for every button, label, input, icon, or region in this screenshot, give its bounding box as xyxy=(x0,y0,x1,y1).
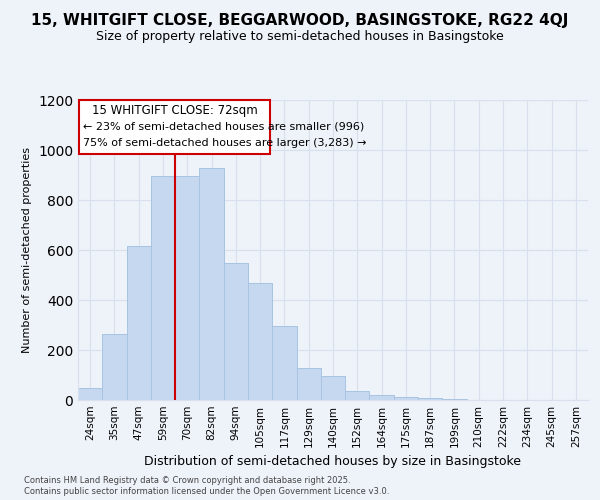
Bar xyxy=(102,334,127,400)
Text: 75% of semi-detached houses are larger (3,283) →: 75% of semi-detached houses are larger (… xyxy=(83,138,367,147)
Text: ← 23% of semi-detached houses are smaller (996): ← 23% of semi-detached houses are smalle… xyxy=(83,121,364,131)
Text: Contains HM Land Registry data © Crown copyright and database right 2025.: Contains HM Land Registry data © Crown c… xyxy=(24,476,350,485)
Bar xyxy=(394,397,418,400)
Bar xyxy=(175,176,199,400)
Bar xyxy=(151,176,175,400)
Y-axis label: Number of semi-detached properties: Number of semi-detached properties xyxy=(22,147,32,353)
Bar xyxy=(79,100,270,154)
Text: 15 WHITGIFT CLOSE: 72sqm: 15 WHITGIFT CLOSE: 72sqm xyxy=(92,104,257,117)
Text: Contains public sector information licensed under the Open Government Licence v3: Contains public sector information licen… xyxy=(24,487,389,496)
Bar xyxy=(345,390,370,400)
Text: 15, WHITGIFT CLOSE, BEGGARWOOD, BASINGSTOKE, RG22 4QJ: 15, WHITGIFT CLOSE, BEGGARWOOD, BASINGST… xyxy=(31,12,569,28)
X-axis label: Distribution of semi-detached houses by size in Basingstoke: Distribution of semi-detached houses by … xyxy=(145,456,521,468)
Bar xyxy=(321,376,345,400)
Bar xyxy=(127,246,151,400)
Bar xyxy=(418,398,442,400)
Bar xyxy=(224,262,248,400)
Text: Size of property relative to semi-detached houses in Basingstoke: Size of property relative to semi-detach… xyxy=(96,30,504,43)
Bar xyxy=(199,168,224,400)
Bar xyxy=(78,388,102,400)
Bar xyxy=(442,399,467,400)
Bar xyxy=(248,282,272,400)
Bar xyxy=(296,368,321,400)
Bar xyxy=(272,326,296,400)
Bar xyxy=(370,395,394,400)
